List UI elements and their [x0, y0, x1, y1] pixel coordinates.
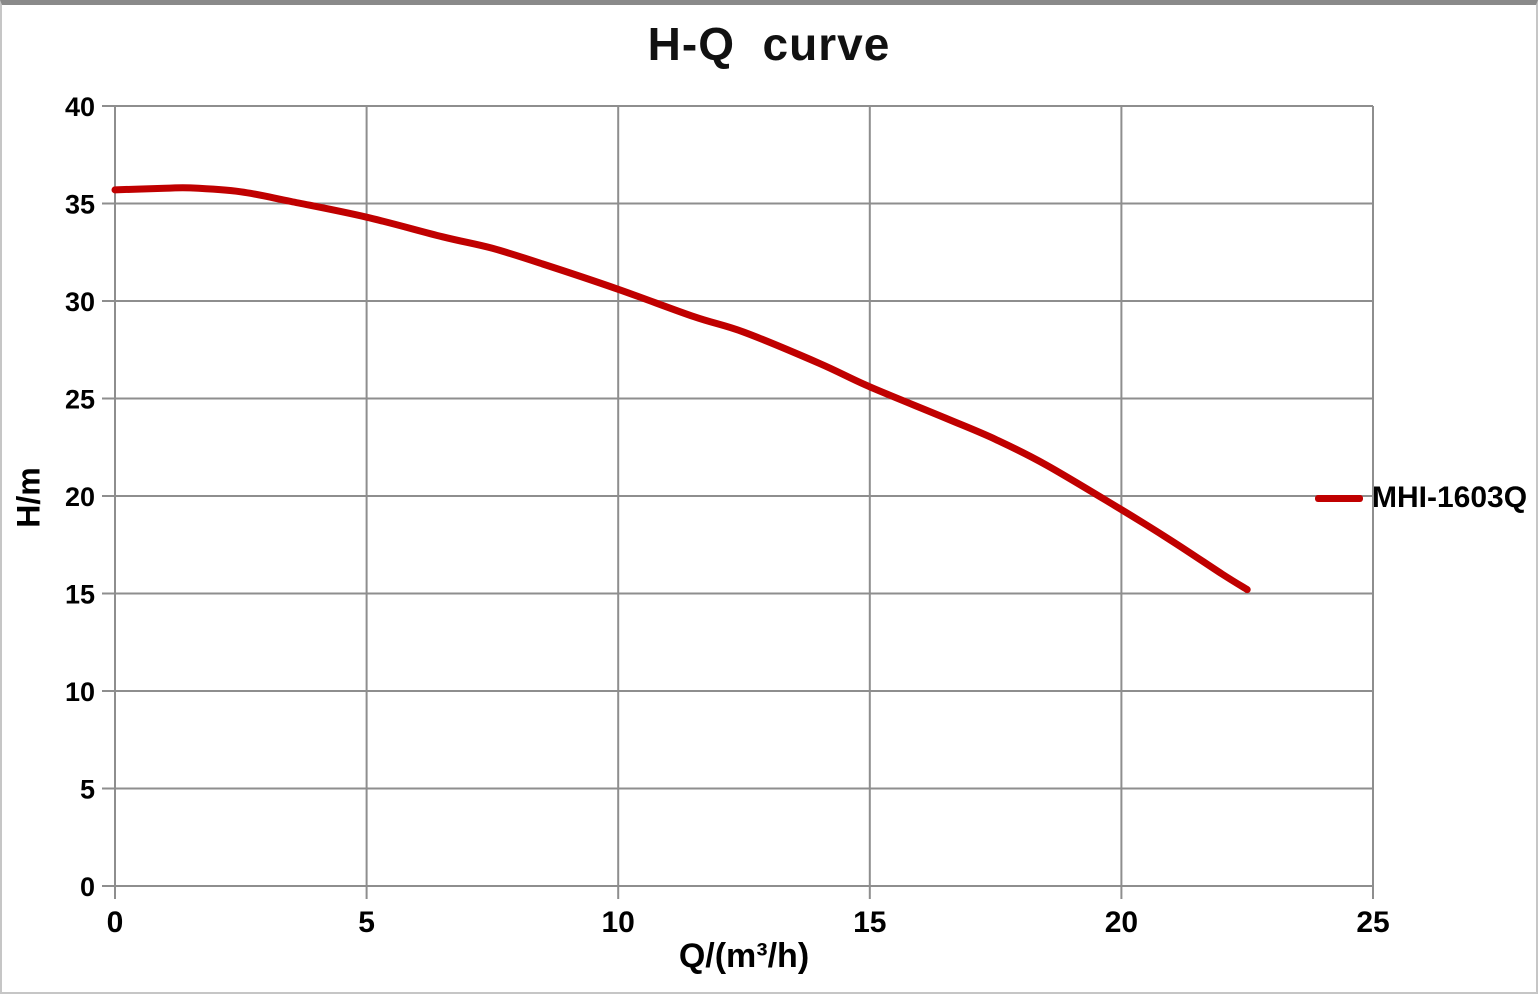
y-axis-title: H/m: [10, 467, 47, 528]
x-tick-label-25: 25: [1356, 906, 1389, 939]
y-tick-label-25: 25: [65, 385, 95, 415]
plot-area: 0 5 10 15 20 25 0 5 10 15 20 25 30 35 40: [65, 92, 1390, 939]
series-curve-MHI-1603Q: [111, 184, 1251, 594]
y-tick-label-35: 35: [65, 190, 95, 220]
legend-line-swatch: [1315, 494, 1363, 502]
legend-series-label: MHI-1603Q: [1372, 481, 1528, 514]
x-tick-label-0: 0: [107, 906, 124, 939]
x-tick-label-5: 5: [358, 906, 375, 939]
x-tick-label-20: 20: [1105, 906, 1138, 939]
y-tick-label-0: 0: [80, 872, 95, 902]
y-tick-label-15: 15: [65, 580, 95, 610]
x-tick-label-10: 10: [602, 906, 635, 939]
y-tick-label-5: 5: [80, 775, 95, 805]
y-tick-label-40: 40: [65, 92, 95, 122]
legend: MHI-1603Q: [1315, 480, 1527, 516]
chart-title: H-Q curve: [647, 18, 891, 70]
y-tick-label-30: 30: [65, 287, 95, 317]
y-tick-label-20: 20: [65, 482, 95, 512]
y-tick-label-10: 10: [65, 677, 95, 707]
x-axis-title: Q/(m³/h): [678, 937, 810, 975]
x-tick-label-15: 15: [853, 906, 886, 939]
